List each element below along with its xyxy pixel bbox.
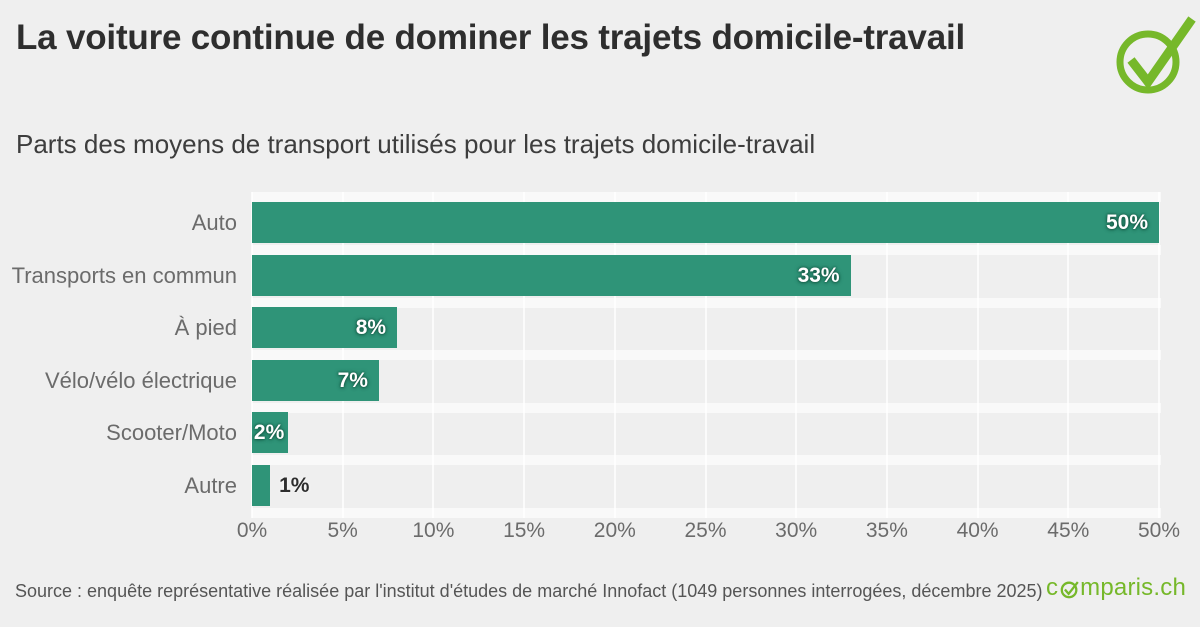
value-label: 2% — [253, 420, 285, 444]
bar: 8% — [252, 307, 398, 348]
bar: 7% — [252, 360, 379, 401]
x-axis-tick: 10% — [412, 519, 455, 542]
x-axis-tick: 5% — [327, 519, 358, 542]
bar-row: Autre 1% — [0, 465, 1200, 506]
comparis-logo[interactable]: c mparis.ch — [1046, 574, 1186, 602]
source-note: Source : enquête représentative réalisée… — [15, 581, 1043, 601]
x-axis-tick: 35% — [865, 519, 908, 542]
category-label: À pied — [174, 315, 237, 340]
bar-row: Transports en commun 33% — [0, 255, 1200, 296]
value-label: 8% — [355, 315, 387, 339]
category-label: Auto — [191, 210, 237, 235]
page-title: La voiture continue de dominer les traje… — [16, 18, 966, 57]
brand-text-suffix: mparis.ch — [1080, 574, 1186, 601]
check-circle-icon — [1116, 16, 1196, 94]
value-label: 7% — [337, 368, 368, 392]
x-axis-tick: 50% — [1137, 519, 1181, 542]
value-label: 1% — [279, 474, 310, 497]
bar-row: Scooter/Moto 2% — [0, 412, 1200, 453]
brand-text-prefix: c — [1045, 574, 1059, 601]
x-axis-tick: 15% — [503, 519, 546, 542]
x-axis-tick: 25% — [684, 519, 727, 542]
value-label: 33% — [797, 263, 840, 287]
x-axis-tick: 40% — [956, 519, 999, 542]
x-axis-tick: 20% — [593, 519, 636, 542]
bar: 50% — [252, 202, 1159, 243]
x-axis-tick: 45% — [1047, 519, 1090, 542]
bar-row: Vélo/vélo électrique 7% — [0, 360, 1200, 401]
bar: 2% — [252, 412, 289, 453]
chart-subtitle: Parts des moyens de transport utilisés p… — [16, 129, 816, 159]
bar: 33% — [252, 255, 851, 296]
x-axis-tick: 30% — [775, 519, 818, 542]
value-label: 50% — [1105, 210, 1148, 234]
bar-row: Auto 50% — [0, 202, 1200, 243]
x-axis-tick: 0% — [236, 519, 268, 542]
bar: 1% — [252, 465, 309, 506]
category-label: Scooter/Moto — [106, 420, 237, 445]
category-label: Autre — [184, 473, 237, 498]
category-label: Transports en commun — [11, 263, 237, 288]
category-label: Vélo/vélo électrique — [44, 368, 237, 393]
check-circle-icon — [1060, 580, 1079, 598]
bar-row: À pied 8% — [0, 307, 1200, 348]
